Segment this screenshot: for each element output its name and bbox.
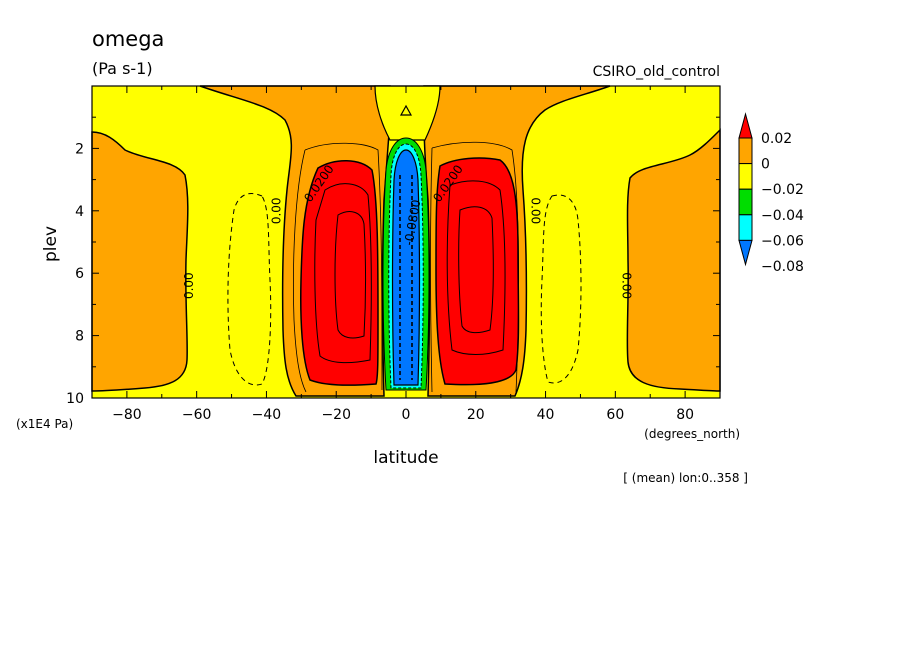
colorbar-level-label: −0.06 [761, 233, 804, 249]
colorbar: 0.02 0 −0.02 −0.04 −0.06 −0.08 [738, 112, 804, 275]
y-tick-label: 10 [66, 391, 84, 407]
contour-inner-north-2 [458, 206, 494, 334]
x-tick-label: −60 [182, 407, 212, 423]
x-axis-label: latitude [373, 448, 438, 468]
y-tick-label: 6 [75, 266, 84, 282]
x-tick-label: −40 [252, 407, 282, 423]
colorbar-level-label: 0.02 [761, 131, 792, 147]
x-tick-label: −80 [112, 407, 142, 423]
contour-inner-south-1 [314, 183, 372, 364]
region-orange-south-hl [91, 131, 189, 392]
colorbar-level-label: −0.08 [761, 259, 804, 275]
dataset-label: CSIRO_old_control [593, 64, 720, 80]
mean-note: [ (mean) lon:0..358 ] [623, 471, 748, 485]
x-tick-label: −20 [321, 407, 351, 423]
colorbar-box [738, 214, 753, 241]
x-tick-label: 60 [606, 407, 624, 423]
contour-dashed-south [227, 193, 272, 386]
colorbar-level-label: −0.04 [761, 208, 804, 224]
x-axis-units: (degrees_north) [644, 427, 740, 441]
colorbar-bottom-arrow [738, 239, 753, 267]
region-core-blue [391, 149, 421, 386]
contour-inner-south-2 [334, 211, 366, 339]
contour-label: 0.00 [182, 272, 196, 299]
contour-thin-south [293, 142, 383, 393]
x-tick-label: 40 [537, 407, 555, 423]
region-orange-north-hl [626, 128, 721, 392]
colorbar-box [738, 137, 753, 165]
contour-label: 0.00 [529, 197, 543, 224]
x-tick-label: 0 [402, 407, 411, 423]
x-axis: −80 −60 −40 −20 0 20 40 60 80 [91, 86, 721, 423]
contour-inner-north-1 [446, 180, 506, 355]
colorbar-box [738, 163, 753, 190]
contour-dashed-north [540, 194, 582, 384]
y-axis-label: plev [41, 226, 61, 262]
region-red-south [300, 160, 379, 386]
colorbar-box [738, 188, 753, 216]
region-red-north [435, 157, 520, 386]
region-yellow-cap [374, 85, 441, 141]
contour-label: 0.00 [269, 197, 283, 224]
triangle-marker [399, 104, 413, 116]
chart-units: (Pa s-1) [92, 59, 153, 78]
y-tick-label: 4 [75, 204, 84, 220]
x-tick-label: 80 [676, 407, 694, 423]
colorbar-top-arrow [738, 112, 753, 139]
y-axis: 2 4 6 8 10 [66, 116, 720, 407]
y-tick-label: 2 [75, 141, 84, 157]
contour-field [91, 85, 721, 399]
contour-core-dashed [399, 175, 413, 380]
colorbar-level-label: −0.02 [761, 182, 804, 198]
y-axis-units: (x1E4 Pa) [16, 417, 73, 431]
chart-title: omega [92, 27, 164, 51]
y-tick-label: 8 [75, 329, 84, 345]
contour-label: 0.00 [619, 272, 633, 299]
colorbar-level-label: 0 [761, 157, 770, 173]
contour-thin-north [430, 141, 520, 393]
x-tick-label: 20 [467, 407, 485, 423]
